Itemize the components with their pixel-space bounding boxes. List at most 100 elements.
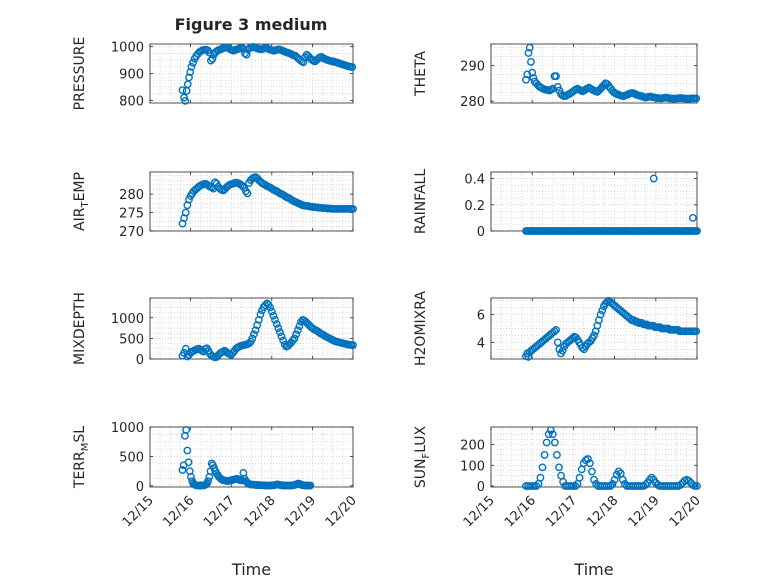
data-point — [550, 327, 559, 336]
data-point — [208, 54, 217, 63]
data-point — [349, 341, 357, 350]
data-point — [598, 306, 607, 315]
data-point — [692, 94, 701, 103]
data-point — [279, 336, 288, 345]
data-point — [269, 311, 278, 320]
data-point — [251, 326, 260, 335]
y-axis-label: PRESSURE — [72, 37, 88, 111]
y-tick-label: 4 — [477, 336, 485, 351]
x-tick-label: 12/19 — [626, 493, 663, 530]
y-tick-label: 0 — [477, 480, 485, 495]
x-tick-label: 12/18 — [584, 493, 621, 530]
x-tick-label: 12/15 — [461, 493, 498, 530]
data-point — [599, 81, 608, 90]
data-point — [524, 49, 533, 57]
subplot-4: 0 0.2 0.4 RAINFALL — [413, 169, 701, 240]
data-point — [553, 451, 561, 459]
data-point — [266, 303, 275, 312]
data-point — [693, 227, 701, 235]
data-point — [185, 73, 193, 82]
y-tick-label: 6 — [477, 309, 485, 324]
data-point — [178, 86, 187, 95]
y-tick-label: 900 — [119, 68, 144, 83]
y-tick-label: 290 — [460, 59, 485, 74]
data-point — [277, 332, 286, 341]
data-point — [649, 174, 658, 183]
data-point — [528, 68, 537, 77]
data-point — [684, 476, 693, 485]
series-markers — [178, 173, 357, 228]
data-point — [183, 446, 192, 455]
series-markers — [522, 426, 701, 490]
x-tick-label: 12/17 — [201, 493, 238, 530]
data-point — [608, 479, 617, 488]
data-point — [186, 68, 195, 77]
data-point — [548, 430, 557, 439]
data-point — [540, 451, 549, 459]
data-point — [523, 70, 532, 79]
x-tick-label: 12/20 — [667, 493, 704, 530]
series-markers — [178, 299, 357, 362]
data-point — [181, 344, 190, 353]
data-point — [189, 58, 197, 67]
y-tick-label: 0.2 — [464, 199, 485, 214]
data-point — [292, 330, 301, 339]
data-point — [178, 466, 187, 474]
data-point — [550, 438, 559, 447]
subplot-2: 280 290 THETA — [413, 43, 701, 110]
series-markers — [522, 174, 701, 235]
data-point — [522, 75, 530, 84]
subplot-3: 270 275 280 AIRTEMP — [72, 171, 357, 240]
subplot-7: 0 500 1000 12/15 12/16 12/17 12/18 12/19 12/20 Ti… — [72, 421, 360, 579]
data-point — [590, 475, 598, 484]
data-point — [181, 96, 190, 105]
y-tick-label: 275 — [119, 207, 144, 222]
data-point — [688, 213, 697, 222]
data-point — [555, 463, 563, 472]
data-point — [289, 336, 297, 345]
y-axis-label: SUNFLUX — [413, 425, 432, 488]
data-point — [248, 334, 257, 343]
y-tick-label: 0 — [136, 353, 144, 368]
y-tick-label: 200 — [460, 439, 485, 454]
y-axis-label: RAINFALL — [413, 169, 429, 234]
data-point — [544, 430, 553, 439]
series-markers — [522, 296, 701, 361]
grid — [149, 426, 354, 487]
data-point — [538, 463, 547, 472]
data-point — [641, 481, 650, 489]
x-axis-label: Time — [573, 560, 613, 579]
data-point — [588, 467, 596, 476]
data-point — [606, 482, 615, 490]
series-markers — [178, 43, 357, 105]
data-point — [187, 473, 195, 481]
data-point — [204, 477, 212, 486]
data-point — [542, 438, 551, 447]
data-point — [603, 298, 612, 307]
data-point — [293, 326, 302, 335]
data-point — [546, 426, 555, 435]
y-tick-label: 500 — [119, 332, 144, 347]
data-point — [272, 320, 281, 328]
y-tick-label: 280 — [119, 188, 144, 203]
data-point — [240, 183, 249, 192]
data-point — [558, 346, 567, 355]
axes-box — [490, 43, 698, 104]
data-point — [536, 473, 545, 482]
data-point — [306, 481, 315, 490]
data-point — [182, 426, 191, 434]
y-axis-label: THETA — [413, 51, 429, 97]
x-tick-label: 12/16 — [160, 493, 197, 530]
data-point — [590, 331, 598, 340]
y-tick-label: 0.4 — [464, 173, 485, 188]
data-point — [349, 204, 357, 213]
y-tick-label: 0 — [477, 225, 485, 240]
data-point — [571, 482, 580, 490]
subplot-1: 800 900 1000 PRESSURE — [72, 37, 357, 111]
y-tick-label: 1000 — [111, 312, 144, 327]
data-point — [243, 189, 252, 198]
data-point — [645, 475, 654, 484]
data-point — [559, 477, 567, 486]
x-axis-label: Time — [231, 560, 271, 579]
y-tick-label: 280 — [460, 95, 485, 110]
